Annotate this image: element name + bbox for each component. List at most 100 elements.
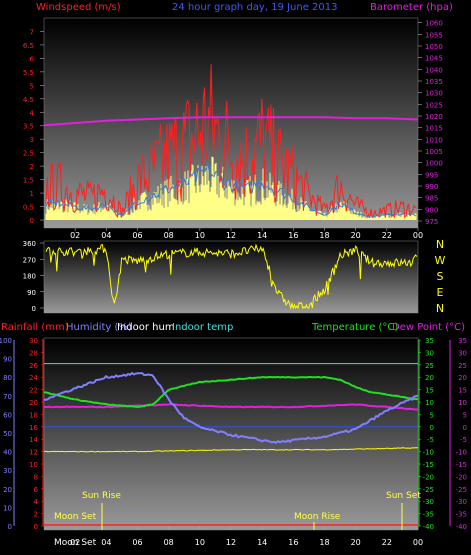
x-tick-label: 20 — [351, 231, 361, 240]
dir-tick-label: 270 — [23, 256, 36, 264]
temp-tick-label: 35 — [425, 337, 434, 345]
rain-tick-label: 6 — [34, 486, 39, 494]
x-tick-label: 16 — [288, 231, 298, 240]
rain-tick-label: 8 — [34, 473, 38, 481]
compass-label-n: N — [436, 238, 444, 251]
bottom-x-tick-label: 22 — [382, 538, 392, 547]
dew-point-line — [43, 403, 418, 411]
dew-tick-label: -40 — [456, 523, 467, 531]
dir-tick-label: 0 — [32, 305, 36, 313]
rain-tick-label: 30 — [29, 337, 38, 345]
wind-tick-label: 2 — [30, 163, 34, 171]
dew-tick-label: -35 — [456, 511, 467, 519]
baro-tick-label: 985 — [425, 195, 438, 203]
temp-tick-label: -5 — [427, 436, 434, 444]
legend-rainfall: Rainfall (mm) — [1, 322, 69, 333]
baro-tick-label: 1035 — [425, 78, 443, 86]
bottom-x-tick-label: 04 — [101, 538, 111, 547]
baro-tick-label: 1005 — [425, 148, 443, 156]
rain-tick-label: 18 — [29, 411, 38, 419]
compass-label-e: E — [437, 286, 444, 299]
sun-set-label: Sun Set — [386, 491, 421, 501]
compass-label-w: W — [435, 254, 446, 267]
humidity-tick-label: 80 — [3, 374, 12, 382]
humidity-tick-label: 10 — [3, 504, 12, 512]
humidity-tick-label: 20 — [3, 486, 12, 494]
legend-temperature: Temperature (°C) — [311, 322, 398, 333]
wind-tick-label: 2.5 — [23, 150, 34, 158]
humidity-tick-label: 60 — [3, 411, 12, 419]
legend-indoor-temp: Indoor temp — [172, 322, 233, 333]
moon-rise-label: Moon Rise — [294, 512, 341, 522]
dew-tick-label: 5 — [463, 411, 467, 419]
graph-title: 24 hour graph day, 19 June 2013 — [172, 2, 338, 13]
dew-tick-label: 25 — [458, 362, 467, 370]
temperature-line — [43, 375, 419, 408]
baro-tick-label: 1000 — [425, 160, 443, 168]
bottom-x-tick-label: 10 — [195, 538, 205, 547]
wind-tick-label: 3 — [30, 136, 34, 144]
baro-tick-label: 1055 — [425, 31, 443, 39]
dir-tick-label: 90 — [27, 289, 36, 297]
humidity-tick-label: 70 — [3, 393, 12, 401]
legend-humidity: Humidity (%) — [66, 322, 132, 333]
bottom-x-tick-label: 18 — [319, 538, 329, 547]
baro-tick-label: 995 — [425, 171, 438, 179]
windspeed-line — [45, 64, 417, 219]
temp-tick-label: -15 — [423, 461, 434, 469]
dew-tick-label: -10 — [456, 449, 467, 457]
rain-tick-label: 2 — [34, 511, 38, 519]
temp-tick-label: 25 — [425, 362, 434, 370]
baro-tick-label: 1050 — [425, 43, 443, 51]
sun-rise-label: Sun Rise — [82, 491, 121, 501]
wind-tick-label: 7 — [30, 28, 34, 36]
dew-tick-label: -25 — [456, 486, 467, 494]
temp-tick-label: -35 — [423, 511, 434, 519]
wind-tick-label: 1.5 — [23, 177, 34, 185]
rain-tick-label: 0 — [34, 523, 38, 531]
baro-tick-label: 1060 — [425, 20, 443, 28]
x-tick-label: 00 — [413, 231, 423, 240]
dew-tick-label: -15 — [456, 461, 467, 469]
rain-tick-label: 16 — [29, 424, 38, 432]
dew-tick-label: 0 — [463, 424, 467, 432]
wind-tick-label: 6 — [30, 55, 35, 63]
x-tick-label: 14 — [257, 231, 267, 240]
dew-tick-label: 30 — [458, 349, 467, 357]
bottom-x-tick-label: 16 — [288, 538, 298, 547]
dew-tick-label: 10 — [458, 399, 467, 407]
rain-tick-label: 14 — [29, 436, 38, 444]
humidity-line — [43, 371, 419, 444]
temp-tick-label: 0 — [430, 424, 434, 432]
humidity-tick-label: 0 — [8, 523, 12, 531]
bottom-x-tick-label: 06 — [132, 538, 142, 547]
baro-tick-label: 980 — [425, 206, 438, 214]
windspeed-title: Windspeed (m/s) — [36, 2, 121, 13]
baro-tick-label: 1030 — [425, 90, 443, 98]
bottom-x-tick-label: 14 — [257, 538, 267, 547]
bottom-panel — [43, 337, 419, 531]
rain-tick-label: 4 — [34, 498, 39, 506]
dew-tick-label: -30 — [456, 498, 467, 506]
temp-tick-label: 15 — [425, 387, 434, 395]
humidity-tick-label: 90 — [3, 356, 12, 364]
x-tick-label: 06 — [132, 231, 142, 240]
rain-tick-label: 22 — [29, 387, 38, 395]
bottom-x-tick-label: 20 — [351, 538, 361, 547]
dew-tick-label: -20 — [456, 473, 467, 481]
x-tick-label: 02 — [70, 231, 80, 240]
windspeed-average-line — [45, 163, 417, 218]
dew-tick-label: 15 — [458, 387, 467, 395]
wind-tick-label: 0 — [30, 217, 34, 225]
rain-tick-label: 26 — [29, 362, 38, 370]
rain-tick-label: 12 — [29, 449, 38, 457]
bottom-x-tick-label: 12 — [226, 538, 236, 547]
barometer-line — [43, 116, 419, 127]
rain-tick-label: 24 — [29, 374, 38, 382]
legend-indoor-hum: Indoor hum — [117, 322, 175, 333]
x-tick-label: 22 — [382, 231, 392, 240]
baro-tick-label: 975 — [425, 218, 438, 226]
x-tick-label: 08 — [164, 231, 174, 240]
barometer-title: Barometer (hpa) — [370, 2, 453, 13]
